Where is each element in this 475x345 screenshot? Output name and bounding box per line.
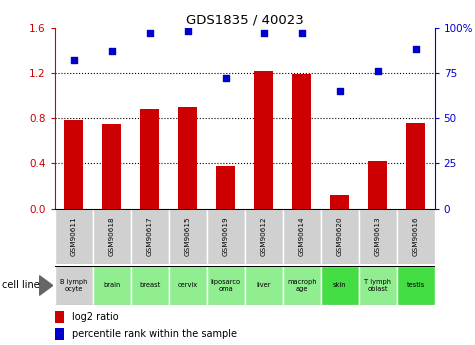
Text: breast: breast xyxy=(139,283,160,288)
Polygon shape xyxy=(39,276,53,295)
Bar xyxy=(93,266,131,305)
Text: percentile rank within the sample: percentile rank within the sample xyxy=(72,329,237,339)
Point xyxy=(260,30,267,36)
Text: liposarco
oma: liposarco oma xyxy=(210,279,241,292)
Point xyxy=(412,47,419,52)
Bar xyxy=(216,166,235,209)
Bar xyxy=(64,120,83,209)
Text: GSM90616: GSM90616 xyxy=(413,217,418,256)
Point xyxy=(108,48,115,54)
Point xyxy=(146,30,153,36)
Text: log2 ratio: log2 ratio xyxy=(72,312,118,322)
Text: GSM90617: GSM90617 xyxy=(147,217,152,256)
Bar xyxy=(207,209,245,264)
Text: GSM90613: GSM90613 xyxy=(375,217,380,256)
Bar xyxy=(131,266,169,305)
Bar xyxy=(254,71,273,209)
Text: GSM90612: GSM90612 xyxy=(261,217,266,256)
Bar xyxy=(359,266,397,305)
Bar xyxy=(245,209,283,264)
Bar xyxy=(102,124,121,209)
Bar xyxy=(131,209,169,264)
Bar xyxy=(169,266,207,305)
Bar xyxy=(283,209,321,264)
Bar xyxy=(283,266,321,305)
Bar xyxy=(397,266,435,305)
Point xyxy=(184,28,191,34)
Bar xyxy=(359,209,397,264)
Bar xyxy=(55,328,64,341)
Bar xyxy=(55,266,93,305)
Text: cell line: cell line xyxy=(2,280,40,290)
Bar xyxy=(330,195,349,209)
Text: cervix: cervix xyxy=(178,283,198,288)
Bar xyxy=(178,107,197,209)
Text: liver: liver xyxy=(256,283,271,288)
Title: GDS1835 / 40023: GDS1835 / 40023 xyxy=(186,13,304,27)
Bar xyxy=(368,161,387,209)
Bar xyxy=(321,266,359,305)
Point xyxy=(70,57,77,63)
Point xyxy=(374,68,381,74)
Point xyxy=(298,30,305,36)
Text: GSM90614: GSM90614 xyxy=(299,217,304,256)
Bar xyxy=(397,209,435,264)
Bar xyxy=(406,123,425,209)
Bar xyxy=(207,266,245,305)
Bar xyxy=(321,209,359,264)
Bar xyxy=(292,74,311,209)
Text: GSM90619: GSM90619 xyxy=(223,217,228,256)
Bar xyxy=(169,209,207,264)
Text: GSM90611: GSM90611 xyxy=(71,217,76,256)
Text: macroph
age: macroph age xyxy=(287,279,316,292)
Text: testis: testis xyxy=(407,283,425,288)
Bar xyxy=(55,310,64,323)
Text: skin: skin xyxy=(333,283,346,288)
Bar xyxy=(245,266,283,305)
Text: GSM90618: GSM90618 xyxy=(109,217,114,256)
Text: GSM90615: GSM90615 xyxy=(185,217,190,256)
Text: B lymph
ocyte: B lymph ocyte xyxy=(60,279,87,292)
Bar xyxy=(140,109,159,209)
Text: T lymph
oblast: T lymph oblast xyxy=(364,279,391,292)
Point xyxy=(222,76,229,81)
Text: brain: brain xyxy=(103,283,120,288)
Point xyxy=(336,88,343,94)
Text: GSM90620: GSM90620 xyxy=(337,217,342,256)
Bar xyxy=(55,209,93,264)
Bar xyxy=(93,209,131,264)
